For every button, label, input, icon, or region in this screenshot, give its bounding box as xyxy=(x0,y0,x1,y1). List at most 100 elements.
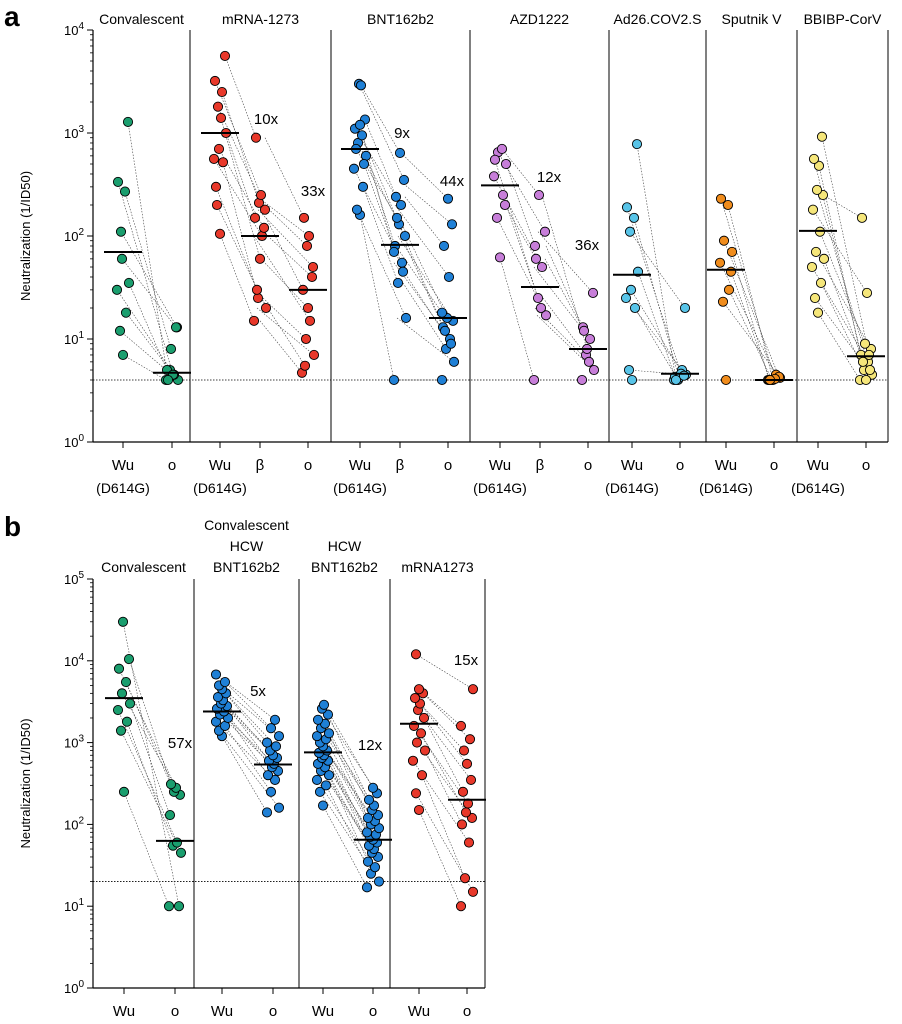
data-point xyxy=(118,786,130,797)
data-point xyxy=(250,132,262,143)
data-point xyxy=(584,333,596,345)
data-point xyxy=(583,356,595,367)
data-point xyxy=(448,356,460,367)
data-point xyxy=(398,174,410,186)
pair-line xyxy=(121,258,177,328)
y-tick-label: 102 xyxy=(64,815,84,832)
pair-line xyxy=(502,194,539,299)
data-point xyxy=(303,230,315,242)
pair-line xyxy=(256,307,315,356)
x-tick-label: Wu xyxy=(408,1003,430,1020)
x-tick-label: Wu xyxy=(715,457,737,474)
data-point xyxy=(355,80,367,91)
x-tick-label: Wu xyxy=(489,457,511,474)
pair-line xyxy=(821,136,870,356)
data-point xyxy=(211,199,223,211)
data-point xyxy=(214,228,226,239)
data-point xyxy=(317,800,329,811)
group-title: BNT162b2 xyxy=(367,11,434,27)
data-point xyxy=(623,364,635,376)
data-point xyxy=(165,343,177,355)
pair-line xyxy=(415,793,474,892)
pair-line xyxy=(357,142,406,237)
data-point xyxy=(670,374,682,386)
pair-line xyxy=(323,755,374,840)
pair-line xyxy=(118,668,177,788)
x-tick-sublabel: (D614G) xyxy=(333,480,387,496)
data-point xyxy=(813,160,825,171)
panel-b-chart: 100 101 102 103 104 105 Neutralization (1/ID50… xyxy=(18,517,486,1020)
data-point xyxy=(262,770,274,781)
y-tick-label: 102 xyxy=(64,227,84,244)
pair-line xyxy=(637,271,676,377)
pair-line xyxy=(121,693,181,795)
fold-change-label: 12x xyxy=(537,169,562,186)
y-tick-label: 101 xyxy=(64,897,84,914)
y-tick-label: 105 xyxy=(64,570,84,587)
data-point xyxy=(625,284,637,295)
data-point xyxy=(863,349,875,361)
data-point xyxy=(439,325,451,336)
y-axis-title: Neutralization (1/ID50) xyxy=(18,718,33,848)
data-point xyxy=(213,143,225,155)
group-title: HCW xyxy=(328,538,362,554)
data-point xyxy=(175,847,187,858)
pair-line xyxy=(404,196,445,247)
data-point xyxy=(392,277,404,289)
pair-line xyxy=(226,705,270,761)
pair-line xyxy=(221,735,268,813)
pair-line xyxy=(421,775,466,879)
data-point xyxy=(210,669,222,680)
pair-line xyxy=(259,320,303,373)
data-point xyxy=(535,302,547,314)
pair-line xyxy=(126,721,174,846)
data-point xyxy=(499,199,511,211)
pair-line xyxy=(636,144,677,381)
x-tick-sublabel: (D614G) xyxy=(699,480,753,496)
data-point xyxy=(396,257,408,268)
x-tick-label: Wu xyxy=(807,457,829,474)
pair-line xyxy=(358,83,405,181)
data-point xyxy=(323,728,335,739)
pair-line xyxy=(395,217,446,331)
pair-line xyxy=(128,282,168,371)
data-point xyxy=(248,315,260,326)
data-point xyxy=(113,663,125,674)
data-point xyxy=(816,131,828,142)
data-point xyxy=(123,654,135,665)
data-point xyxy=(436,307,448,318)
panel-label-b: b xyxy=(4,511,21,542)
fold-change-label: 36x xyxy=(575,237,600,254)
pair-line xyxy=(324,723,373,811)
x-tick-label: Wu xyxy=(113,1003,135,1020)
pair-line xyxy=(124,191,172,350)
pair-line xyxy=(630,289,685,376)
data-point xyxy=(311,774,323,785)
x-tick-label: o xyxy=(676,457,684,474)
x-tick-label: Wu xyxy=(349,457,371,474)
data-point xyxy=(254,253,266,264)
pair-line xyxy=(253,235,311,322)
pair-line xyxy=(504,204,537,260)
data-point xyxy=(812,307,824,318)
pair-line xyxy=(422,693,471,740)
x-tick-label: o xyxy=(463,1003,471,1020)
pair-line xyxy=(728,289,773,381)
data-point xyxy=(351,204,363,215)
data-point xyxy=(459,873,471,884)
data-point xyxy=(678,370,690,381)
data-point xyxy=(400,312,412,324)
data-point xyxy=(536,261,548,273)
pair-line xyxy=(224,681,272,729)
pair-line xyxy=(493,176,543,268)
group-title: Convalescent xyxy=(99,11,184,27)
data-point xyxy=(120,307,132,318)
data-point xyxy=(388,374,400,386)
pair-line xyxy=(356,209,407,319)
data-point xyxy=(442,193,454,204)
data-point xyxy=(314,786,326,797)
pair-line xyxy=(213,158,263,237)
pair-line xyxy=(327,714,370,800)
data-point xyxy=(265,786,277,797)
